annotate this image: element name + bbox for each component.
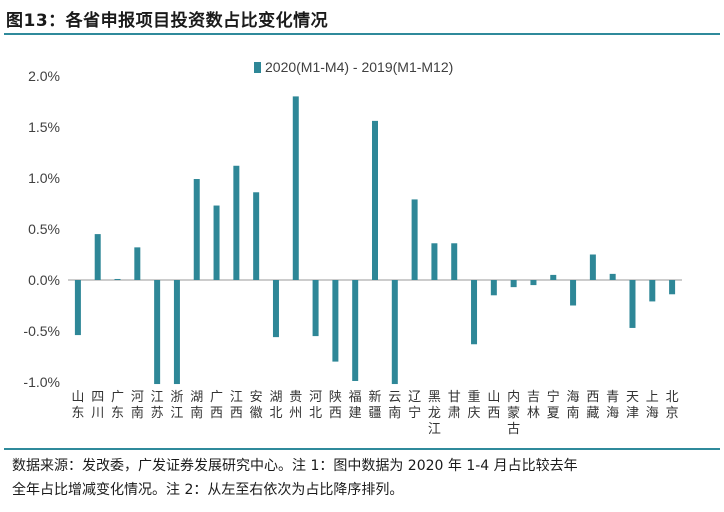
x-tick-label: 山西 bbox=[487, 390, 500, 421]
source-footnote: 数据来源：发改委，广发证券发展研究中心。注 1：图中数据为 2020 年 1-4… bbox=[12, 454, 712, 502]
bar-甘肃 bbox=[451, 243, 458, 280]
bar-陕西 bbox=[332, 280, 339, 362]
figure-title-bar: 图13：各省申报项目投资数占比变化情况 bbox=[0, 0, 724, 36]
bar-海南 bbox=[570, 280, 577, 306]
x-tick-label: 云南 bbox=[388, 390, 401, 421]
legend: 2020(M1-M4) - 2019(M1-M12) bbox=[254, 59, 453, 75]
x-tick-label: 黑龙江 bbox=[428, 390, 441, 437]
x-tick-label: 湖南 bbox=[190, 390, 203, 421]
bar-广西 bbox=[213, 205, 220, 280]
x-tick-label: 上海 bbox=[646, 390, 659, 421]
x-tick-label: 海南 bbox=[567, 390, 580, 421]
y-tick-label: 2.0% bbox=[28, 68, 60, 84]
bar-广东 bbox=[114, 278, 121, 280]
bar-湖北 bbox=[272, 280, 279, 338]
title-divider bbox=[4, 33, 720, 35]
bar-吉林 bbox=[530, 280, 537, 286]
x-tick-label: 福建 bbox=[349, 390, 362, 421]
x-tick-label: 四川 bbox=[91, 390, 104, 421]
x-tick-label: 青海 bbox=[606, 390, 619, 421]
bar-内蒙古 bbox=[510, 280, 517, 288]
bar-重庆 bbox=[471, 280, 478, 345]
bar-天津 bbox=[629, 280, 636, 328]
bar-山东 bbox=[74, 280, 81, 336]
y-tick-label: -1.0% bbox=[23, 374, 60, 390]
x-tick-label: 河南 bbox=[131, 390, 144, 421]
footnote-line-1: 数据来源：发改委，广发证券发展研究中心。注 1：图中数据为 2020 年 1-4… bbox=[12, 458, 578, 474]
bar-河北 bbox=[312, 280, 319, 337]
legend-label: 2020(M1-M4) - 2019(M1-M12) bbox=[265, 59, 453, 75]
x-tick-label: 广东 bbox=[111, 390, 124, 421]
figure-title: 图13：各省申报项目投资数占比变化情况 bbox=[6, 11, 329, 31]
bar-宁夏 bbox=[550, 274, 557, 280]
x-tick-label: 宁夏 bbox=[547, 389, 560, 421]
x-tick-label: 广西 bbox=[210, 390, 223, 421]
bar-chart: 2.0% 1.5% 1.0% 0.5% 0.0% -0.5% -1.0% 山东四川广东河南江苏… bbox=[23, 59, 682, 437]
bar-四川 bbox=[94, 234, 101, 280]
x-tick-label: 陕西 bbox=[329, 390, 342, 421]
bar-云南 bbox=[391, 280, 398, 385]
bar-西藏 bbox=[589, 254, 596, 280]
bar-青海 bbox=[609, 273, 616, 280]
x-tick-label: 江西 bbox=[230, 390, 243, 421]
x-tick-label: 吉林 bbox=[527, 390, 540, 421]
bar-上海 bbox=[649, 280, 656, 302]
x-tick-label: 贵州 bbox=[289, 390, 302, 421]
x-tick-label: 河北 bbox=[309, 390, 322, 421]
bar-河南 bbox=[134, 247, 141, 280]
bar-安徽 bbox=[253, 192, 260, 280]
x-tick-label: 安徽 bbox=[250, 390, 263, 421]
bar-北京 bbox=[669, 280, 676, 295]
x-tick-label: 湖北 bbox=[269, 390, 282, 421]
bar-江苏 bbox=[154, 280, 161, 385]
x-tick-label: 新疆 bbox=[368, 389, 381, 421]
x-tick-label: 辽宁 bbox=[408, 390, 421, 421]
legend-swatch bbox=[254, 62, 261, 73]
y-tick-label: 1.5% bbox=[28, 119, 60, 135]
x-tick-label: 天津 bbox=[626, 390, 639, 421]
bar-新疆 bbox=[372, 120, 378, 280]
x-tick-label: 山东 bbox=[71, 390, 84, 421]
bar-山西 bbox=[490, 280, 497, 296]
bar-江西 bbox=[233, 165, 240, 280]
bar-辽宁 bbox=[411, 199, 418, 280]
bar-黑龙江 bbox=[431, 243, 438, 280]
y-tick-label: 0.0% bbox=[28, 272, 60, 288]
x-tick-label: 西藏 bbox=[586, 390, 599, 421]
x-tick-label: 内蒙古 bbox=[507, 389, 520, 437]
y-tick-label: -0.5% bbox=[23, 323, 60, 339]
y-tick-label: 0.5% bbox=[28, 221, 60, 237]
y-tick-label: 1.0% bbox=[28, 170, 60, 186]
footnote-line-2: 全年占比增减变化情况。注 2：从左至右依次为占比降序排列。 bbox=[12, 482, 404, 498]
bar-贵州 bbox=[292, 96, 299, 281]
bar-湖南 bbox=[193, 179, 200, 280]
bar-福建 bbox=[352, 280, 359, 381]
x-tick-label: 江苏 bbox=[151, 390, 164, 421]
x-tick-label: 浙江 bbox=[170, 390, 183, 421]
footnote-divider bbox=[4, 448, 720, 450]
x-tick-label: 甘肃 bbox=[448, 390, 461, 421]
x-tick-label: 北京 bbox=[666, 390, 679, 421]
x-tick-label: 重庆 bbox=[468, 389, 481, 421]
bar-浙江 bbox=[173, 280, 180, 385]
